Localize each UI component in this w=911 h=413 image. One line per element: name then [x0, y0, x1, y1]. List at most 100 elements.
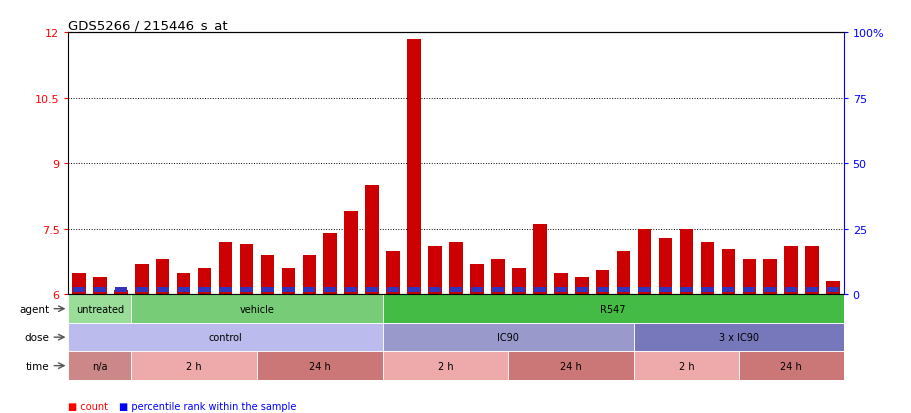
Text: control: control	[209, 332, 242, 342]
Bar	[302, 287, 315, 292]
Bar	[638, 287, 650, 292]
Bar	[281, 268, 295, 295]
Bar	[219, 242, 232, 295]
Bar	[344, 287, 357, 292]
Bar	[68, 351, 131, 380]
Bar	[637, 229, 650, 295]
Bar	[783, 247, 797, 295]
Bar	[261, 256, 274, 295]
Bar	[72, 273, 86, 295]
Bar	[199, 287, 210, 292]
Bar	[386, 251, 400, 295]
Text: IC90: IC90	[496, 332, 518, 342]
Bar	[722, 287, 733, 292]
Text: vehicle: vehicle	[240, 304, 274, 314]
Bar	[136, 287, 148, 292]
Bar	[386, 287, 399, 292]
Bar	[257, 351, 383, 380]
Bar	[805, 287, 817, 292]
Bar	[701, 287, 712, 292]
Text: 24 h: 24 h	[309, 361, 331, 371]
Bar	[511, 268, 525, 295]
Bar	[826, 287, 838, 292]
Bar	[344, 212, 358, 295]
Bar	[507, 351, 633, 380]
Bar	[157, 287, 169, 292]
Text: time: time	[26, 361, 49, 371]
Text: 2 h: 2 h	[186, 361, 201, 371]
Bar	[490, 260, 504, 295]
Bar	[198, 268, 211, 295]
Bar	[261, 287, 273, 292]
Bar	[596, 287, 609, 292]
Bar	[449, 242, 462, 295]
Text: 24 h: 24 h	[559, 361, 581, 371]
Text: ■ count: ■ count	[68, 401, 108, 411]
Text: n/a: n/a	[92, 361, 107, 371]
Bar	[383, 351, 507, 380]
Bar	[177, 273, 190, 295]
Bar	[679, 229, 692, 295]
Bar	[428, 287, 441, 292]
Bar	[68, 323, 383, 351]
Bar	[449, 287, 462, 292]
Bar	[574, 277, 588, 295]
Bar	[428, 247, 441, 295]
Text: agent: agent	[19, 304, 49, 314]
Bar	[512, 287, 525, 292]
Bar	[220, 287, 231, 292]
Bar	[738, 351, 843, 380]
Bar	[281, 287, 294, 292]
Bar	[825, 282, 839, 295]
Bar	[115, 287, 127, 292]
Bar	[73, 287, 85, 292]
Bar	[658, 238, 671, 295]
Bar	[633, 351, 738, 380]
Text: GDS5266 / 215446_s_at: GDS5266 / 215446_s_at	[68, 19, 228, 32]
Bar	[470, 264, 483, 295]
Bar	[302, 256, 316, 295]
Bar	[700, 242, 713, 295]
Text: ■ percentile rank within the sample: ■ percentile rank within the sample	[118, 401, 295, 411]
Bar	[240, 244, 253, 295]
Bar	[575, 287, 588, 292]
Bar	[804, 247, 818, 295]
Bar	[491, 287, 504, 292]
Bar	[617, 287, 630, 292]
Bar	[533, 287, 546, 292]
Bar	[616, 251, 630, 295]
Bar	[135, 264, 148, 295]
Bar	[93, 277, 107, 295]
Bar	[114, 290, 128, 295]
Bar	[721, 249, 734, 295]
Bar	[68, 295, 131, 323]
Bar	[470, 287, 483, 292]
Bar	[659, 287, 670, 292]
Bar	[553, 273, 567, 295]
Text: 24 h: 24 h	[780, 361, 801, 371]
Text: 2 h: 2 h	[678, 361, 693, 371]
Bar	[241, 287, 252, 292]
Bar	[742, 260, 755, 295]
Text: R547: R547	[599, 304, 625, 314]
Bar	[595, 271, 609, 295]
Bar	[383, 323, 633, 351]
Bar	[554, 287, 567, 292]
Bar	[742, 287, 754, 292]
Text: dose: dose	[24, 332, 49, 342]
Bar	[131, 351, 257, 380]
Bar	[763, 287, 775, 292]
Bar	[633, 323, 843, 351]
Bar	[383, 295, 843, 323]
Bar	[680, 287, 691, 292]
Bar	[784, 287, 796, 292]
Bar	[323, 234, 337, 295]
Bar	[407, 40, 421, 295]
Bar	[94, 287, 106, 292]
Text: 3 x IC90: 3 x IC90	[718, 332, 758, 342]
Bar	[323, 287, 336, 292]
Bar	[131, 295, 383, 323]
Bar	[365, 186, 379, 295]
Bar	[532, 225, 546, 295]
Bar	[178, 287, 189, 292]
